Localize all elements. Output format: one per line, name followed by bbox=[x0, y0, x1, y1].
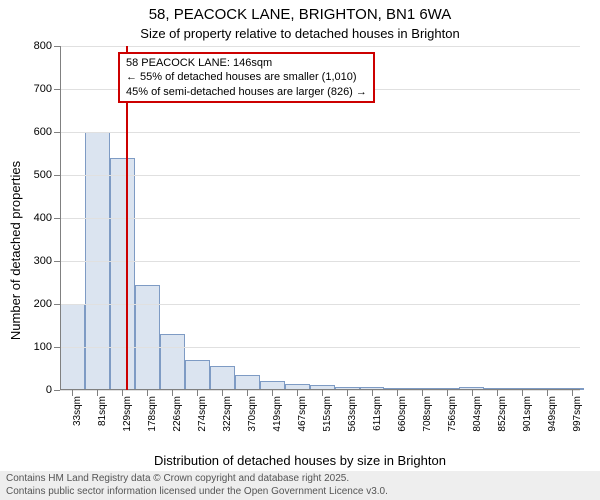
y-tick-label: 100 bbox=[34, 341, 52, 353]
x-tick-label: 708sqm bbox=[422, 378, 433, 414]
x-tick-label: 81sqm bbox=[97, 381, 108, 411]
gridline bbox=[60, 304, 580, 305]
x-tick-label: 611sqm bbox=[372, 379, 383, 414]
y-tick-label: 400 bbox=[34, 212, 52, 224]
histogram-bar bbox=[110, 158, 135, 390]
x-tick-label: 997sqm bbox=[572, 378, 583, 414]
x-tick-label: 370sqm bbox=[247, 378, 258, 414]
plot-area: 0100200300400500600700800 33sqm81sqm129s… bbox=[60, 46, 580, 390]
chart-container: 58, PEACOCK LANE, BRIGHTON, BN1 6WA Size… bbox=[0, 0, 600, 500]
annotation-box: 58 PEACOCK LANE: 146sqm ← 55% of detache… bbox=[118, 52, 375, 103]
plot-inner: 0100200300400500600700800 33sqm81sqm129s… bbox=[60, 46, 580, 390]
y-tick bbox=[54, 132, 60, 133]
x-tick-label: 419sqm bbox=[272, 378, 283, 414]
x-tick-label: 178sqm bbox=[147, 378, 158, 414]
gridline bbox=[60, 261, 580, 262]
chart-title: 58, PEACOCK LANE, BRIGHTON, BN1 6WA bbox=[0, 6, 600, 23]
gridline bbox=[60, 46, 580, 47]
histogram-bar bbox=[135, 285, 160, 390]
x-tick-label: 129sqm bbox=[122, 378, 133, 414]
footer-attribution: Contains HM Land Registry data © Crown c… bbox=[0, 471, 600, 500]
y-tick bbox=[54, 46, 60, 47]
x-tick-label: 804sqm bbox=[472, 378, 483, 414]
x-tick-label: 852sqm bbox=[497, 378, 508, 414]
annotation-smaller: ← 55% of detached houses are smaller (1,… bbox=[126, 70, 367, 84]
gridline bbox=[60, 132, 580, 133]
x-tick-label: 515sqm bbox=[322, 378, 333, 414]
y-axis-line bbox=[60, 46, 61, 390]
x-tick-label: 901sqm bbox=[522, 378, 533, 414]
annotation-larger: 45% of semi-detached houses are larger (… bbox=[126, 85, 367, 99]
x-tick-label: 949sqm bbox=[547, 378, 558, 414]
footer-line-2: Contains public sector information licen… bbox=[6, 486, 594, 499]
y-tick bbox=[54, 218, 60, 219]
x-tick-label: 563sqm bbox=[347, 378, 358, 414]
y-tick bbox=[54, 304, 60, 305]
x-tick-label: 33sqm bbox=[72, 381, 83, 411]
y-axis-label: Number of detached properties bbox=[6, 0, 26, 500]
x-tick-label: 756sqm bbox=[447, 378, 458, 414]
y-tick bbox=[54, 347, 60, 348]
y-tick-label: 200 bbox=[34, 298, 52, 310]
gridline bbox=[60, 175, 580, 176]
x-axis-label: Distribution of detached houses by size … bbox=[0, 453, 600, 468]
y-tick-label: 500 bbox=[34, 169, 52, 181]
gridline bbox=[60, 347, 580, 348]
y-tick bbox=[54, 261, 60, 262]
annotation-property: 58 PEACOCK LANE: 146sqm bbox=[126, 56, 367, 70]
gridline bbox=[60, 218, 580, 219]
y-tick bbox=[54, 89, 60, 90]
chart-subtitle: Size of property relative to detached ho… bbox=[0, 26, 600, 41]
y-tick-label: 300 bbox=[34, 255, 52, 267]
y-tick-label: 800 bbox=[34, 40, 52, 52]
x-tick-label: 226sqm bbox=[172, 378, 183, 414]
x-tick-label: 322sqm bbox=[222, 378, 233, 414]
y-tick bbox=[54, 390, 60, 391]
y-tick bbox=[54, 175, 60, 176]
x-tick-label: 467sqm bbox=[297, 378, 308, 414]
y-tick-label: 700 bbox=[34, 83, 52, 95]
x-tick-label: 274sqm bbox=[197, 378, 208, 414]
y-tick-label: 0 bbox=[46, 384, 52, 396]
footer-line-1: Contains HM Land Registry data © Crown c… bbox=[6, 473, 594, 486]
x-tick-label: 660sqm bbox=[397, 378, 408, 414]
y-tick-label: 600 bbox=[34, 126, 52, 138]
